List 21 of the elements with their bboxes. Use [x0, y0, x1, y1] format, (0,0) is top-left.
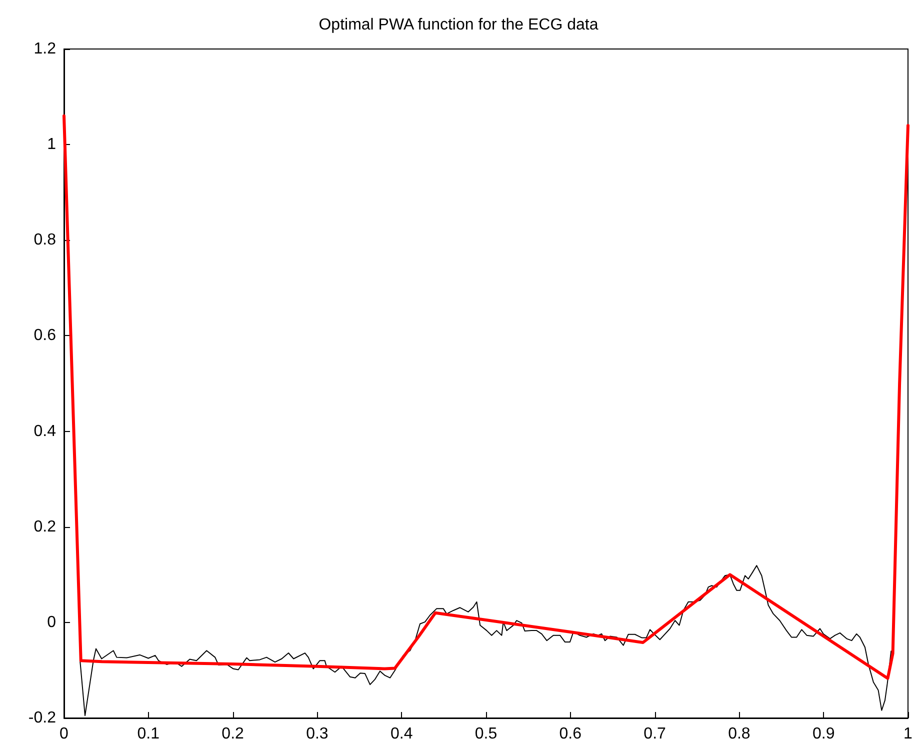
y-tick-label: 1.2	[34, 40, 56, 58]
y-tick-label: 0.4	[34, 422, 56, 440]
y-tick-label: 0.6	[34, 327, 56, 344]
x-tick-label: 1	[904, 726, 913, 742]
x-tick-label: 0.2	[222, 726, 244, 742]
x-tick-label: 0.8	[728, 726, 750, 742]
chart-title: Optimal PWA function for the ECG data	[318, 16, 598, 34]
y-tick-label: 0	[47, 614, 56, 631]
x-tick-label: 0.1	[137, 726, 160, 742]
x-tick-label: 0.3	[306, 726, 328, 742]
y-tick-label: 0.8	[34, 232, 56, 249]
x-tick-label: 0.7	[644, 726, 666, 742]
y-tick-label: 0.2	[34, 518, 56, 536]
y-tick-label: 1	[47, 136, 56, 154]
x-tick-label: 0	[60, 726, 69, 742]
x-tick-label: 0.6	[559, 726, 582, 742]
x-tick-label: 0.5	[474, 726, 498, 742]
x-tick-label: 0.4	[390, 726, 413, 742]
y-tick-label: -0.2	[28, 710, 56, 726]
line-series	[62, 114, 910, 680]
x-tick-label: 0.9	[812, 726, 835, 742]
